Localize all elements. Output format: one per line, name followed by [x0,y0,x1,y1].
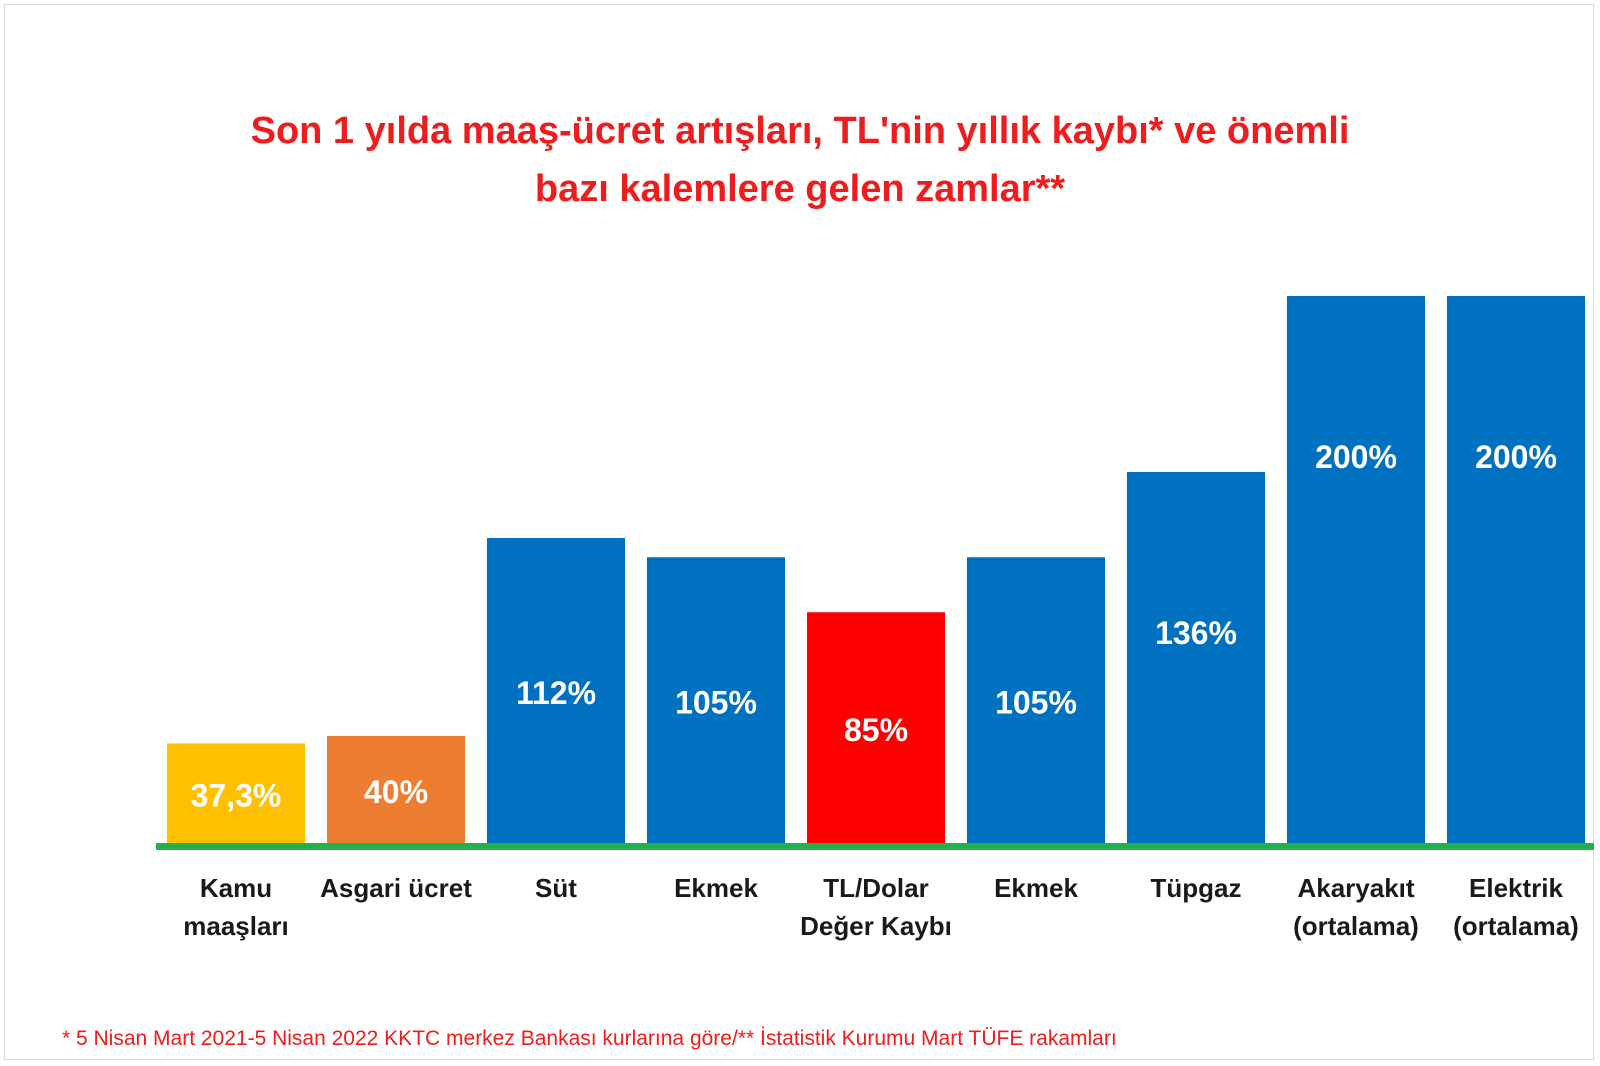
value-label-4: 105% [675,685,757,721]
bar-4 [647,557,785,846]
bar-2 [327,736,465,846]
value-label-5: 85% [844,712,908,748]
category-label-9-line-1: Elektrik [1469,873,1563,903]
value-label-7: 136% [1155,615,1237,651]
bar-5 [807,612,945,846]
value-label-9: 200% [1475,439,1557,475]
category-label-8-line-2: (ortalama) [1293,911,1419,941]
category-label-2: Asgari ücret [320,873,472,903]
category-label-5-line-2: Değer Kaybı [800,911,952,941]
category-label-4: Ekmek [674,873,758,903]
category-label-1-line-1: Kamu [200,873,272,903]
value-label-6: 105% [995,685,1077,721]
bar-3 [487,538,625,846]
bar-7 [1127,472,1265,846]
value-label-8: 200% [1315,439,1397,475]
bar-6 [967,557,1105,846]
category-label-1-line-2: maaşları [183,911,289,941]
category-label-5-line-1: TL/Dolar [823,873,928,903]
bar-9 [1447,296,1585,846]
chart-title-line-2: bazı kalemlere gelen zamlar** [534,168,1066,210]
category-label-3: Süt [535,873,577,903]
x-axis-baseline [156,843,1594,850]
bar-8 [1287,296,1425,846]
category-label-7: Tüpgaz [1151,873,1242,903]
value-label-3: 112% [516,675,596,711]
bar-1 [167,743,305,846]
category-label-9-line-2: (ortalama) [1453,911,1579,941]
value-label-1: 37,3% [191,778,282,814]
chart-title: Son 1 yılda maaş-ücret artışları, TL'nin… [0,102,1600,218]
value-label-2: 40% [364,774,428,810]
chart-title-line-1: Son 1 yılda maaş-ücret artışları, TL'nin… [250,110,1350,152]
category-label-6: Ekmek [994,873,1078,903]
category-label-8-line-1: Akaryakıt [1297,873,1414,903]
chart-footnote: * 5 Nisan Mart 2021-5 Nisan 2022 KKTC me… [62,1027,1117,1050]
